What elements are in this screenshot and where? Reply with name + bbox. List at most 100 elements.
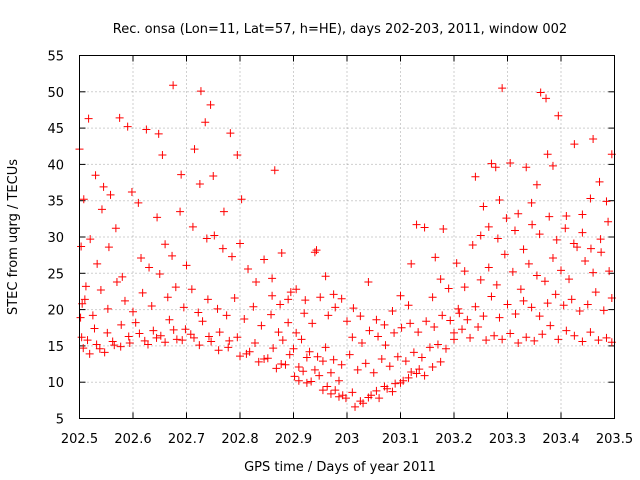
x-tick-label: 203.4 — [542, 432, 579, 447]
data-point-plus — [527, 303, 536, 312]
y-tick-label: 30 — [47, 231, 64, 246]
data-point-plus — [195, 180, 204, 189]
data-point-plus — [578, 337, 587, 346]
data-point-plus — [479, 202, 488, 211]
data-point-plus — [548, 161, 557, 170]
data-point-plus — [532, 271, 541, 280]
data-point-plus — [202, 234, 211, 243]
data-point-plus — [397, 323, 406, 332]
x-tick-label: 202.7 — [168, 432, 205, 447]
data-point-plus — [514, 209, 523, 218]
data-point-plus — [482, 336, 491, 345]
data-point-plus — [88, 311, 97, 320]
data-point-plus — [557, 266, 565, 275]
data-point-plus — [297, 335, 306, 344]
data-point-plus — [422, 317, 431, 326]
y-tick-label: 15 — [47, 340, 64, 355]
data-point-plus — [292, 285, 301, 294]
data-point-plus — [570, 140, 579, 149]
data-point-plus — [414, 328, 423, 337]
data-point-plus — [204, 332, 213, 341]
data-point-plus — [476, 275, 485, 284]
data-point-plus — [535, 230, 544, 239]
x-tick-labels: 202.5 202.6 202.7 202.8 202.9 203 203.1 203.2 20… — [61, 432, 633, 447]
data-point-plus — [431, 253, 440, 262]
data-point-plus — [471, 302, 480, 311]
data-point-plus — [188, 222, 197, 231]
data-point-plus — [158, 150, 167, 159]
data-point-plus — [337, 360, 346, 369]
data-point-plus — [195, 341, 204, 350]
data-point-plus — [182, 261, 191, 270]
data-point-plus — [388, 387, 397, 396]
data-point-plus — [428, 362, 437, 371]
data-point-plus — [586, 244, 595, 253]
data-point-plus — [491, 163, 500, 172]
data-point-plus — [519, 296, 528, 305]
data-point-plus — [267, 310, 276, 319]
data-point-plus — [172, 335, 181, 344]
data-point-plus — [438, 311, 447, 320]
data-point-plus — [299, 367, 308, 376]
data-point-plus — [252, 278, 261, 287]
data-point-plus — [176, 207, 185, 216]
data-point-plus — [93, 259, 102, 268]
data-point-plus — [276, 300, 285, 309]
data-point-plus — [206, 100, 215, 109]
data-point-plus — [294, 362, 303, 371]
data-point-plus — [236, 239, 244, 248]
data-point-plus — [420, 223, 429, 232]
data-point-plus — [177, 170, 186, 179]
data-point-plus — [237, 195, 246, 204]
data-point-plus — [156, 331, 165, 340]
data-point-plus — [581, 256, 590, 265]
data-point-plus — [108, 337, 117, 346]
data-point-plus — [396, 291, 405, 300]
data-point-plus — [591, 288, 600, 297]
data-point-plus — [385, 362, 394, 371]
data-point-plus — [554, 335, 563, 344]
data-point-plus — [604, 217, 613, 226]
data-point-plus — [290, 372, 299, 381]
data-point-plus — [331, 303, 340, 312]
data-point-plus — [194, 308, 203, 317]
x-axis-label: GPS time / Days of year 2011 — [244, 460, 436, 475]
data-point-plus — [528, 220, 537, 229]
data-point-plus — [145, 263, 154, 272]
data-point-plus — [203, 295, 212, 304]
data-point-plus — [589, 268, 598, 277]
data-point-plus — [594, 336, 603, 345]
data-point-plus — [476, 231, 485, 240]
data-point-plus — [284, 318, 293, 327]
data-point-plus — [436, 275, 445, 284]
data-point-plus — [90, 324, 99, 333]
data-point-plus — [391, 379, 400, 388]
y-tick-label: 55 — [47, 50, 64, 65]
data-point-plus — [503, 300, 512, 309]
data-point-plus — [95, 344, 104, 353]
data-point-plus — [522, 163, 531, 172]
data-point-plus — [329, 355, 338, 364]
data-point-plus — [454, 304, 463, 313]
data-point-plus — [474, 323, 483, 332]
data-point-plus — [490, 331, 499, 340]
data-point-plus — [190, 145, 199, 154]
data-point-plus — [125, 338, 134, 347]
data-point-plus — [210, 231, 219, 240]
data-point-plus — [135, 329, 144, 338]
data-point-plus — [372, 315, 381, 324]
data-point-plus — [86, 235, 95, 244]
data-point-plus — [305, 347, 314, 356]
y-tick-label: 20 — [47, 304, 64, 319]
data-point-plus — [286, 288, 295, 297]
data-point-plus — [498, 335, 507, 344]
data-point-plus — [179, 303, 188, 312]
data-point-plus — [214, 346, 223, 355]
data-point-plus — [356, 312, 365, 321]
data-point-plus — [546, 321, 555, 330]
data-point-plus — [406, 319, 415, 328]
data-point-plus — [316, 293, 325, 302]
data-point-plus — [103, 304, 112, 313]
data-point-plus — [131, 318, 140, 327]
data-point-plus — [602, 333, 611, 342]
